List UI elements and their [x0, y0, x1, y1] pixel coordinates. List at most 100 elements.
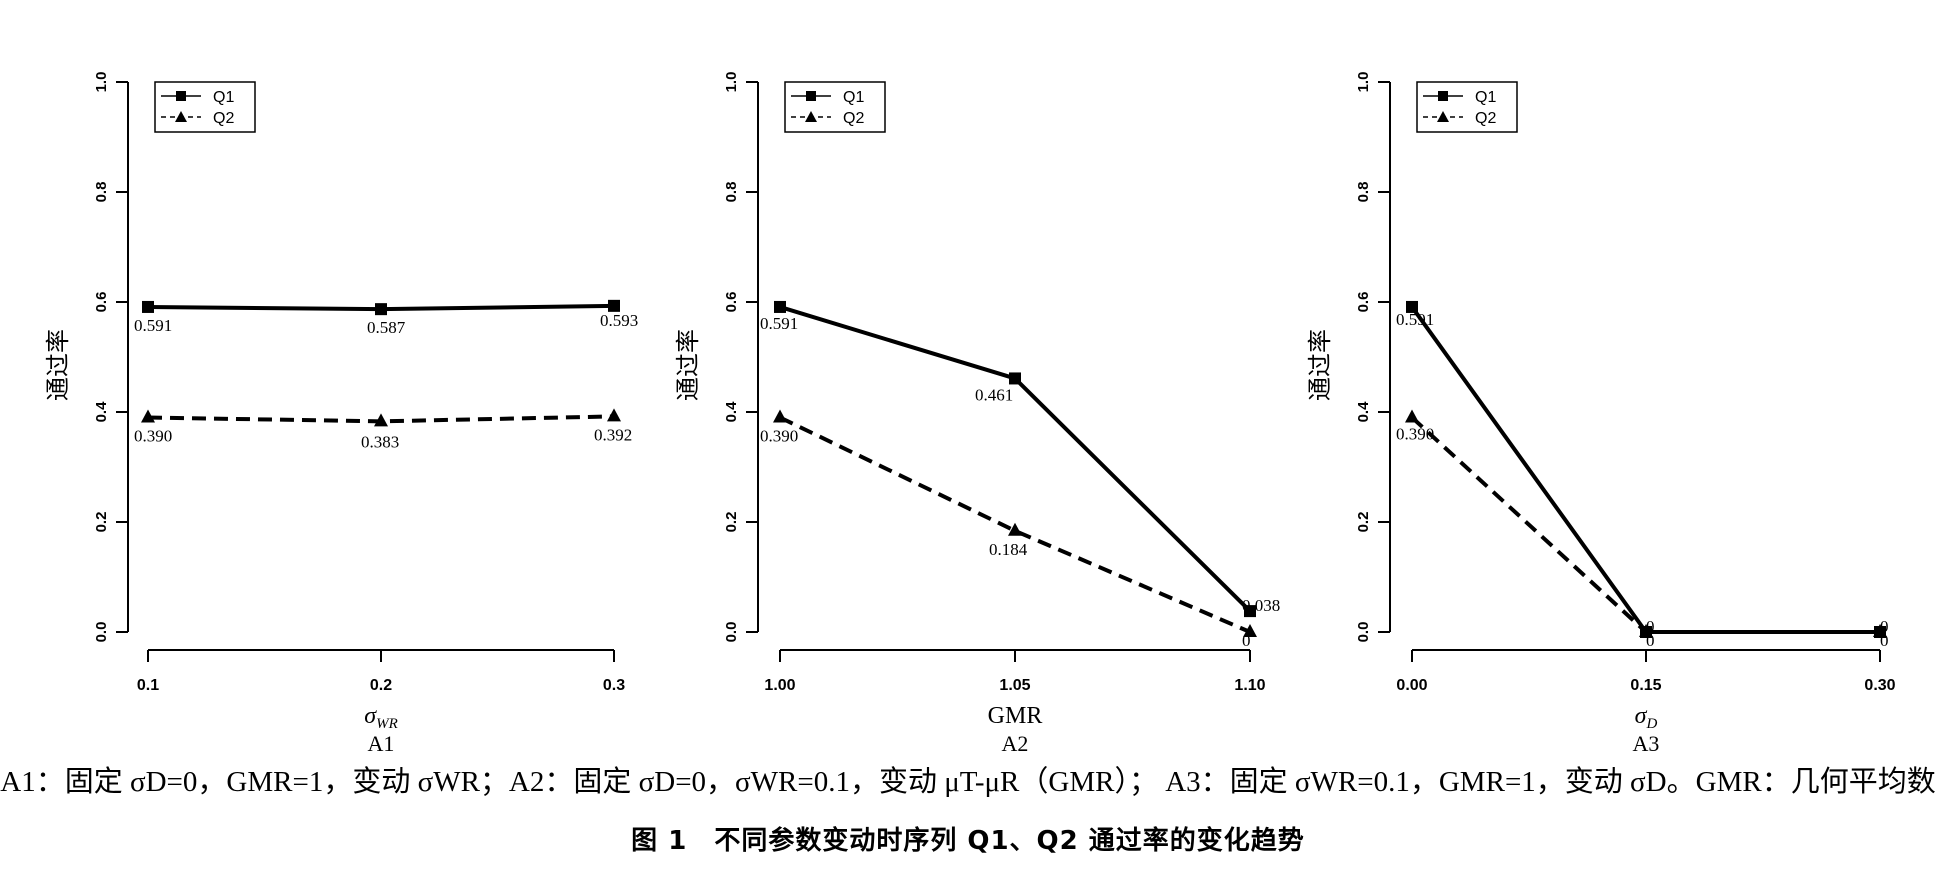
y-tick-label: 0.6	[1355, 292, 1372, 313]
y-tick-label: 0.6	[93, 292, 110, 313]
y-axis-label: 通过率	[1307, 329, 1334, 401]
y-tick-label: 1.0	[723, 72, 740, 93]
x-axis-label-symbol: σ	[1635, 703, 1648, 729]
series-line-q2	[1410, 416, 1880, 634]
point-q2	[1639, 624, 1653, 637]
y-tick-label: 0.2	[1355, 512, 1372, 533]
point-q1	[142, 300, 154, 313]
x-tick-label: 0.00	[1396, 677, 1427, 694]
data-label-q1: 0.593	[600, 311, 638, 330]
data-label-q1: 0.038	[1242, 596, 1280, 615]
data-label-q2: 0.390	[134, 427, 172, 446]
series-line-q1	[1410, 305, 1880, 634]
legend-box	[784, 81, 886, 133]
x-tick-label: 0.3	[603, 677, 625, 694]
legend-label-q2: Q2	[213, 110, 234, 127]
point-q2	[1405, 409, 1419, 423]
figure-note: A1：固定 σD=0，GMR=1，变动 σWR；A2：固定 σD=0，σWR=0…	[0, 766, 1936, 798]
data-label-q2: 0.392	[594, 425, 632, 444]
x-axis-label-subscript: WR	[376, 716, 398, 732]
x-axis-label: σD	[1635, 703, 1658, 732]
y-tick-label: 0.0	[1355, 622, 1372, 643]
point-q1	[608, 299, 620, 312]
point-q2	[1243, 624, 1257, 637]
legend-marker-triangle	[175, 111, 187, 122]
data-label-q1: 0.461	[975, 385, 1013, 404]
data-label-q1: 0.591	[134, 316, 172, 335]
data-label-q1: 0.587	[367, 318, 406, 337]
legend-label-q2: Q2	[1475, 110, 1496, 127]
y-tick-label: 0.4	[93, 401, 110, 423]
y-tick-label: 0.8	[93, 182, 110, 203]
data-label-q1: 0.591	[1396, 310, 1434, 329]
point-q1	[774, 300, 786, 313]
point-q2	[1873, 624, 1887, 637]
y-tick-label: 0.8	[1355, 182, 1372, 203]
y-tick-label: 1.0	[1355, 72, 1372, 93]
point-q2	[1008, 522, 1022, 536]
legend-marker-triangle	[1437, 111, 1449, 122]
y-tick-label: 0.2	[93, 512, 110, 533]
data-label-q2: 0	[1880, 617, 1889, 636]
x-axis-label-symbol: GMR	[988, 703, 1043, 729]
legend-marker-square	[176, 91, 186, 101]
data-label-q2: 0.390	[1396, 425, 1434, 444]
data-label-q2: 0	[1646, 617, 1655, 636]
y-tick-label: 0.0	[723, 622, 740, 643]
x-tick-label: 1.05	[999, 677, 1030, 694]
y-axis-label: 通过率	[675, 329, 702, 401]
x-tick-label: 0.1	[137, 677, 159, 694]
data-label-q2: 0.383	[361, 432, 399, 451]
x-tick-label: 0.15	[1630, 677, 1661, 694]
legend-label-q1: Q1	[843, 89, 864, 106]
panel-label: A3	[1633, 731, 1660, 756]
y-tick-label: 0.2	[723, 512, 740, 533]
point-q2	[607, 408, 621, 422]
x-tick-label: 0.2	[370, 677, 392, 694]
legend-marker-triangle	[805, 111, 817, 122]
x-tick-label: 1.00	[764, 677, 795, 694]
panel-label: A2	[1002, 731, 1029, 756]
x-axis-label-symbol: σ	[364, 703, 377, 729]
figure-title: 图 1 不同参数变动时序列 Q1、Q2 通过率的变化趋势	[631, 826, 1305, 856]
data-label-q2: 0.390	[760, 427, 798, 446]
x-tick-label: 1.10	[1234, 677, 1265, 694]
point-q2	[141, 409, 155, 423]
y-tick-label: 0.6	[723, 292, 740, 313]
data-label-q2: 0	[1242, 631, 1251, 650]
point-q1	[1406, 300, 1418, 313]
y-tick-label: 0.4	[1355, 401, 1372, 423]
data-label-q1: 0	[1880, 631, 1889, 650]
x-axis-label: σWR	[364, 703, 398, 732]
legend-box	[1416, 81, 1518, 133]
point-q1	[375, 303, 387, 316]
y-tick-label: 0.4	[723, 401, 740, 423]
y-tick-label: 0.8	[723, 182, 740, 203]
legend-box	[154, 81, 256, 133]
legend-marker-square	[806, 91, 816, 101]
series-line-q1	[779, 305, 1252, 613]
legend-label-q2: Q2	[843, 110, 864, 127]
point-q2	[773, 409, 787, 423]
y-tick-label: 0.0	[93, 622, 110, 643]
point-q1	[1009, 372, 1021, 385]
data-label-q1: 0	[1646, 631, 1655, 650]
point-q1	[1244, 605, 1256, 618]
x-tick-label: 0.30	[1864, 677, 1895, 694]
legend-label-q1: Q1	[1475, 89, 1496, 106]
legend-label-q1: Q1	[213, 89, 234, 106]
x-axis-label: GMR	[988, 703, 1043, 729]
legend-marker-square	[1438, 91, 1448, 101]
panel-label: A1	[368, 731, 395, 756]
point-q2	[374, 413, 388, 427]
x-axis-label-subscript: D	[1646, 716, 1658, 732]
data-label-q2: 0.184	[989, 540, 1028, 559]
data-label-q1: 0.591	[760, 314, 798, 333]
y-tick-label: 1.0	[93, 72, 110, 93]
series-line-q2	[779, 415, 1251, 634]
y-axis-label: 通过率	[45, 329, 72, 401]
